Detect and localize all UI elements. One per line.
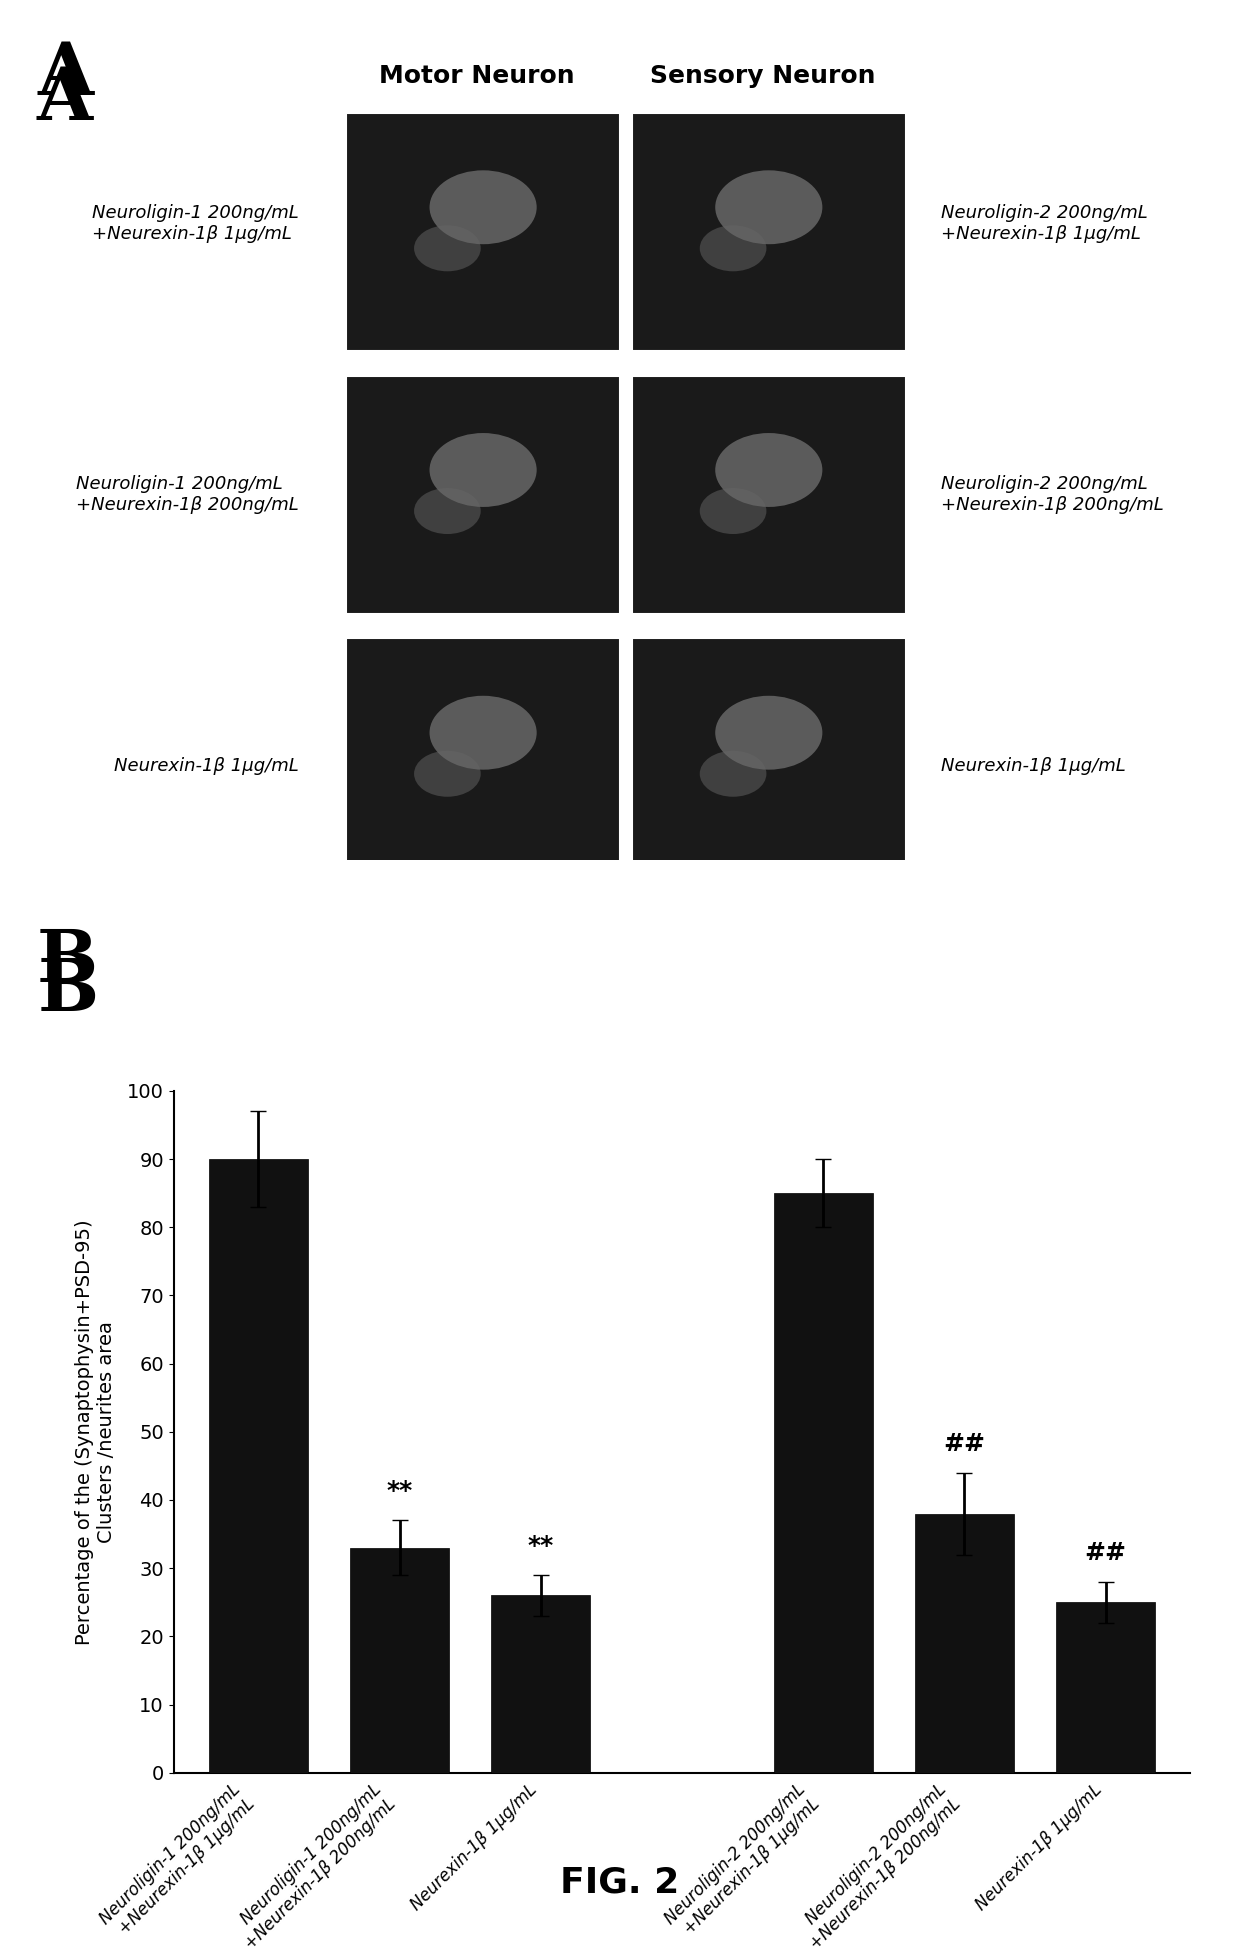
Bar	[208, 1159, 308, 1773]
Text: Neurexin-1β 1μg/mL: Neurexin-1β 1μg/mL	[941, 756, 1126, 775]
Y-axis label: Percentage of the (Synaptophysin+PSD-95)
Clusters /neurites area: Percentage of the (Synaptophysin+PSD-95)…	[74, 1219, 115, 1644]
Text: ##: ##	[1085, 1541, 1127, 1564]
Bar	[774, 1192, 873, 1773]
Circle shape	[414, 226, 481, 271]
Circle shape	[429, 695, 537, 769]
Bar	[632, 376, 905, 614]
Text: Neuroligin-2 200ng/mL
+Neurexin-1β 200ng/mL: Neuroligin-2 200ng/mL +Neurexin-1β 200ng…	[941, 475, 1164, 514]
Circle shape	[699, 750, 766, 797]
Bar	[491, 1595, 590, 1773]
Text: Neuroligin-2 200ng/mL
+Neurexin-1β 1μg/mL: Neuroligin-2 200ng/mL +Neurexin-1β 1μg/m…	[941, 205, 1148, 244]
Bar	[1056, 1601, 1156, 1773]
Text: ##: ##	[944, 1432, 986, 1455]
Text: Sensory Neuron: Sensory Neuron	[650, 64, 875, 88]
Circle shape	[429, 169, 537, 244]
Text: Neuroligin-1 200ng/mL
+Neurexin-1β 200ng/mL: Neuroligin-1 200ng/mL +Neurexin-1β 200ng…	[76, 475, 299, 514]
Text: FIG. 2: FIG. 2	[560, 1866, 680, 1899]
Circle shape	[715, 695, 822, 769]
Circle shape	[414, 489, 481, 534]
Bar	[632, 639, 905, 877]
Circle shape	[715, 432, 822, 506]
Text: B: B	[37, 955, 98, 1025]
Bar	[350, 1547, 449, 1773]
Circle shape	[699, 226, 766, 271]
Text: **: **	[528, 1533, 554, 1558]
Bar	[346, 376, 620, 614]
Bar	[346, 113, 620, 351]
Bar	[346, 639, 620, 877]
Text: **: **	[387, 1479, 413, 1504]
Bar	[915, 1514, 1014, 1773]
Text: Motor Neuron: Motor Neuron	[379, 64, 575, 88]
Text: A: A	[37, 64, 93, 134]
Text: Neurexin-1β 1μg/mL: Neurexin-1β 1μg/mL	[114, 756, 299, 775]
Circle shape	[715, 169, 822, 244]
Circle shape	[429, 432, 537, 506]
Text: A: A	[37, 39, 93, 109]
Text: B: B	[37, 925, 98, 997]
Circle shape	[414, 750, 481, 797]
Bar	[632, 113, 905, 351]
Text: Neuroligin-1 200ng/mL
+Neurexin-1β 1μg/mL: Neuroligin-1 200ng/mL +Neurexin-1β 1μg/m…	[92, 205, 299, 244]
Circle shape	[699, 489, 766, 534]
